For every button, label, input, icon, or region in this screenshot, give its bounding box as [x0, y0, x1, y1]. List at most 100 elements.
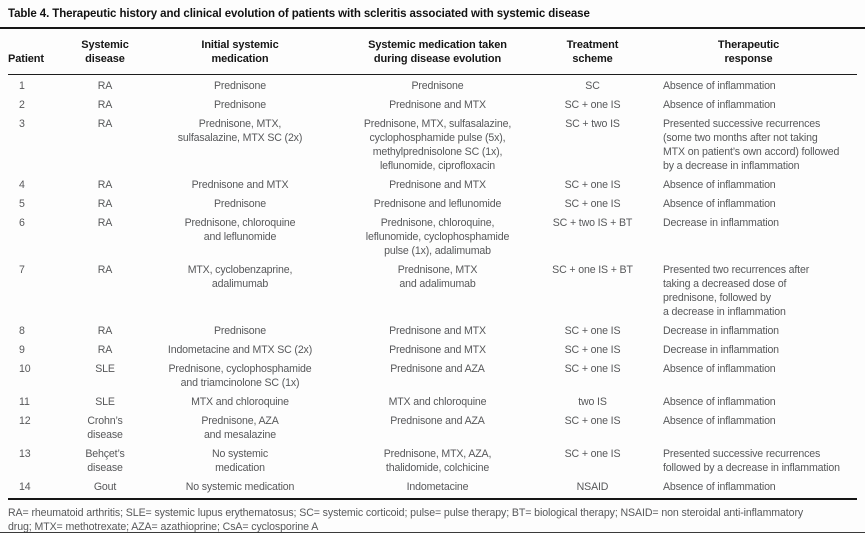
- cell-scheme: SC + one IS: [564, 198, 621, 210]
- table-row: 4 RA Prednisone and MTX Prednisone and M…: [8, 176, 857, 195]
- cell-disease: Crohn’s disease: [87, 415, 123, 441]
- cell-response: Decrease in inflammation: [663, 217, 779, 229]
- col-header-evolution-medication: Systemic medication taken during disease…: [330, 29, 545, 75]
- cell-evolution: Prednisone, MTX, sulfasalazine, cyclopho…: [363, 118, 512, 172]
- cell-disease: Behçet’s disease: [85, 448, 125, 474]
- cell-scheme: SC + one IS: [564, 448, 621, 460]
- cell-patient: 7: [19, 264, 25, 276]
- table-footnote: RA= rheumatoid arthritis; SLE= systemic …: [8, 507, 804, 533]
- cell-evolution: Prednisone and MTX: [389, 325, 486, 337]
- cell-initial: Prednisone: [213, 198, 267, 210]
- cell-disease: Gout: [60, 477, 150, 500]
- cell-scheme: SC + one IS: [564, 363, 621, 375]
- cell-disease: RA: [97, 325, 113, 337]
- table-row: 13 Behçet’s disease No systemic medicati…: [8, 445, 857, 478]
- cell-patient: 4: [19, 179, 25, 191]
- cell-scheme: SC + one IS: [564, 415, 621, 427]
- table-body: 1 RA Prednisone Prednisone SC Absence of…: [8, 75, 857, 500]
- cell-initial: Prednisone and MTX: [191, 179, 289, 191]
- table-row: 14 Gout No systemic medication Indometac…: [8, 477, 857, 500]
- col-header-systemic-disease: Systemic disease: [60, 29, 150, 75]
- cell-initial: No systemic medication: [150, 477, 330, 500]
- cell-evolution: MTX and chloroquine: [388, 396, 487, 408]
- col-header-treatment-scheme: Treatment scheme: [545, 29, 640, 75]
- cell-evolution: Prednisone and MTX: [389, 179, 486, 191]
- cell-initial: MTX and chloroquine: [191, 396, 289, 408]
- cell-scheme: SC + two IS: [565, 118, 620, 130]
- cell-patient: 5: [19, 198, 25, 210]
- cell-patient: 6: [19, 217, 25, 229]
- cell-evolution: Prednisone, chloroquine, leflunomide, cy…: [365, 217, 510, 257]
- cell-patient: 9: [19, 344, 25, 356]
- cell-response: Absence of inflammation: [663, 415, 776, 427]
- cell-evolution: Prednisone and AZA: [390, 415, 485, 427]
- cell-patient: 14: [8, 477, 60, 500]
- therapeutic-history-table: Patient Systemic disease Initial systemi…: [8, 29, 857, 500]
- cell-response: Absence of inflammation: [663, 99, 776, 111]
- cell-patient: 10: [19, 363, 31, 375]
- cell-evolution: Prednisone, MTX and adalimumab: [397, 264, 478, 290]
- table-row: 5 RA Prednisone Prednisone and leflunomi…: [8, 195, 857, 214]
- cell-initial: Prednisone: [213, 80, 267, 92]
- cell-response: Absence of inflammation: [663, 396, 776, 408]
- cell-scheme: SC + one IS: [564, 99, 621, 111]
- cell-initial: Indometacine and MTX SC (2x): [167, 344, 313, 356]
- cell-response: Decrease in inflammation: [663, 344, 779, 356]
- cell-disease: RA: [97, 118, 113, 130]
- cell-scheme: SC + one IS: [564, 325, 621, 337]
- cell-disease: RA: [97, 198, 113, 210]
- cell-evolution: Prednisone and MTX: [389, 344, 486, 356]
- cell-initial: Prednisone: [213, 325, 267, 337]
- cell-response: Decrease in inflammation: [663, 325, 779, 337]
- cell-patient: 11: [19, 396, 30, 408]
- table-row: 6 RA Prednisone, chloroquine and lefluno…: [8, 214, 857, 261]
- cell-scheme: SC + one IS + BT: [552, 264, 633, 276]
- cell-patient: 3: [19, 118, 25, 130]
- cell-response: Absence of inflammation: [663, 363, 776, 375]
- cell-evolution: Prednisone: [411, 80, 464, 92]
- cell-scheme: SC + one IS: [564, 344, 621, 356]
- header-row: Patient Systemic disease Initial systemi…: [8, 29, 857, 75]
- table-row: 11 SLE MTX and chloroquine MTX and chlor…: [8, 393, 857, 412]
- cell-response: Absence of inflammation: [663, 179, 776, 191]
- cell-disease: RA: [97, 344, 113, 356]
- cell-disease: RA: [97, 80, 113, 92]
- cell-patient: 12: [19, 415, 31, 427]
- cell-evolution: Prednisone and MTX: [389, 99, 486, 111]
- table-row: 8 RA Prednisone Prednisone and MTX SC + …: [8, 322, 857, 341]
- cell-disease: RA: [97, 217, 113, 229]
- table-row: 9 RA Indometacine and MTX SC (2x) Predni…: [8, 341, 857, 360]
- cell-scheme: two IS: [578, 396, 607, 408]
- cell-response: Presented two recurrences after taking a…: [663, 264, 810, 318]
- cell-disease: RA: [97, 179, 113, 191]
- cell-initial: No systemic medication: [211, 448, 269, 474]
- cell-evolution: Prednisone and leflunomide: [373, 198, 502, 210]
- col-header-therapeutic-response: Therapeutic response: [640, 29, 857, 75]
- cell-scheme: NSAID: [545, 477, 640, 500]
- table-row: 1 RA Prednisone Prednisone SC Absence of…: [8, 75, 857, 96]
- cell-initial: Prednisone, AZA and mesalazine: [201, 415, 279, 441]
- table-caption: Table 4. Therapeutic history and clinica…: [0, 0, 865, 29]
- cell-response: Absence of inflammation: [640, 477, 857, 500]
- cell-evolution: Prednisone and AZA: [390, 363, 485, 375]
- cell-scheme: SC + two IS + BT: [552, 217, 633, 229]
- cell-initial: Prednisone, chloroquine and leflunomide: [184, 217, 296, 243]
- table-row: 12 Crohn’s disease Prednisone, AZA and m…: [8, 412, 857, 445]
- table-row: 7 RA MTX, cyclobenzaprine, adalimumab Pr…: [8, 261, 857, 322]
- cell-evolution: Prednisone, MTX, AZA, thalidomide, colch…: [383, 448, 492, 474]
- cell-disease: SLE: [95, 363, 115, 375]
- cell-initial: Prednisone, cyclophosphamide and triamci…: [168, 363, 312, 389]
- table-row: 2 RA Prednisone Prednisone and MTX SC + …: [8, 96, 857, 115]
- cell-scheme: SC: [585, 80, 600, 92]
- table-row: 10 SLE Prednisone, cyclophosphamide and …: [8, 360, 857, 393]
- cell-response: Presented successive recurrences followe…: [663, 448, 840, 474]
- table-row: 3 RA Prednisone, MTX, sulfasalazine, MTX…: [8, 115, 857, 176]
- cell-response: Absence of inflammation: [663, 198, 776, 210]
- cell-disease: RA: [97, 264, 113, 276]
- col-header-initial-medication: Initial systemic medication: [150, 29, 330, 75]
- cell-response: Absence of inflammation: [663, 80, 776, 92]
- cell-disease: SLE: [95, 396, 115, 408]
- cell-evolution: Indometacine: [330, 477, 545, 500]
- col-header-patient: Patient: [8, 29, 60, 75]
